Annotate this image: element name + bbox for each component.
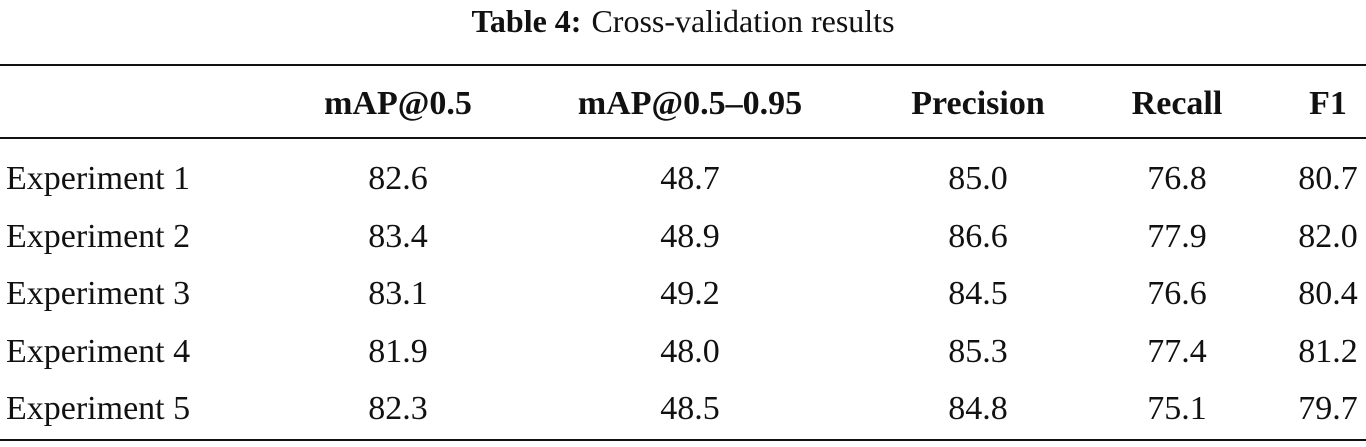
table-cell: 79.7 (1298, 390, 1358, 427)
table-cell: 82.3 (368, 390, 428, 427)
table-cell: 84.5 (948, 275, 1008, 312)
row-label: Experiment 3 (6, 275, 191, 312)
table-cell: 48.7 (660, 160, 720, 197)
table-cell: 49.2 (660, 275, 720, 312)
table-cell: 80.7 (1298, 160, 1358, 197)
row-label: Experiment 4 (6, 332, 191, 370)
table-cell: 81.9 (368, 332, 428, 370)
table-cell: 80.4 (1298, 275, 1358, 312)
table-cell: 86.6 (948, 217, 1008, 255)
table-caption: Table 4: Cross-validation results (0, 0, 1366, 42)
column-header: Recall (1131, 85, 1223, 122)
table-cell: 77.9 (1147, 217, 1207, 255)
table-cell: 85.0 (948, 160, 1008, 197)
table-cell: 84.8 (948, 390, 1008, 427)
table-cell: 48.5 (660, 390, 720, 427)
table-cell: 75.1 (1147, 390, 1207, 427)
table-cell: 48.0 (660, 332, 720, 370)
header-rule (0, 137, 1366, 139)
table-cell: 85.3 (948, 332, 1008, 370)
table-cell: 76.6 (1147, 275, 1207, 312)
table-cell: 76.8 (1147, 160, 1207, 197)
column-header: F1 (1309, 85, 1347, 122)
table-cell: 82.0 (1298, 217, 1358, 255)
top-rule (0, 64, 1366, 66)
table-cell: 81.2 (1298, 332, 1358, 370)
table-cell: 48.9 (660, 217, 720, 255)
table-cell: 82.6 (368, 160, 428, 197)
column-header: mAP@0.5 (324, 85, 472, 122)
table-cell: 77.4 (1147, 332, 1207, 370)
table-cell: 83.4 (368, 217, 428, 255)
row-label: Experiment 5 (6, 390, 191, 427)
caption-text: Cross-validation results (591, 3, 895, 39)
row-label: Experiment 1 (6, 160, 191, 197)
caption-label: Table 4: (471, 3, 582, 39)
bottom-rule (0, 439, 1366, 441)
table-cell: 83.1 (368, 275, 428, 312)
column-header: Precision (911, 85, 1045, 122)
column-header: mAP@0.5–0.95 (577, 85, 803, 122)
row-label: Experiment 2 (6, 217, 191, 255)
